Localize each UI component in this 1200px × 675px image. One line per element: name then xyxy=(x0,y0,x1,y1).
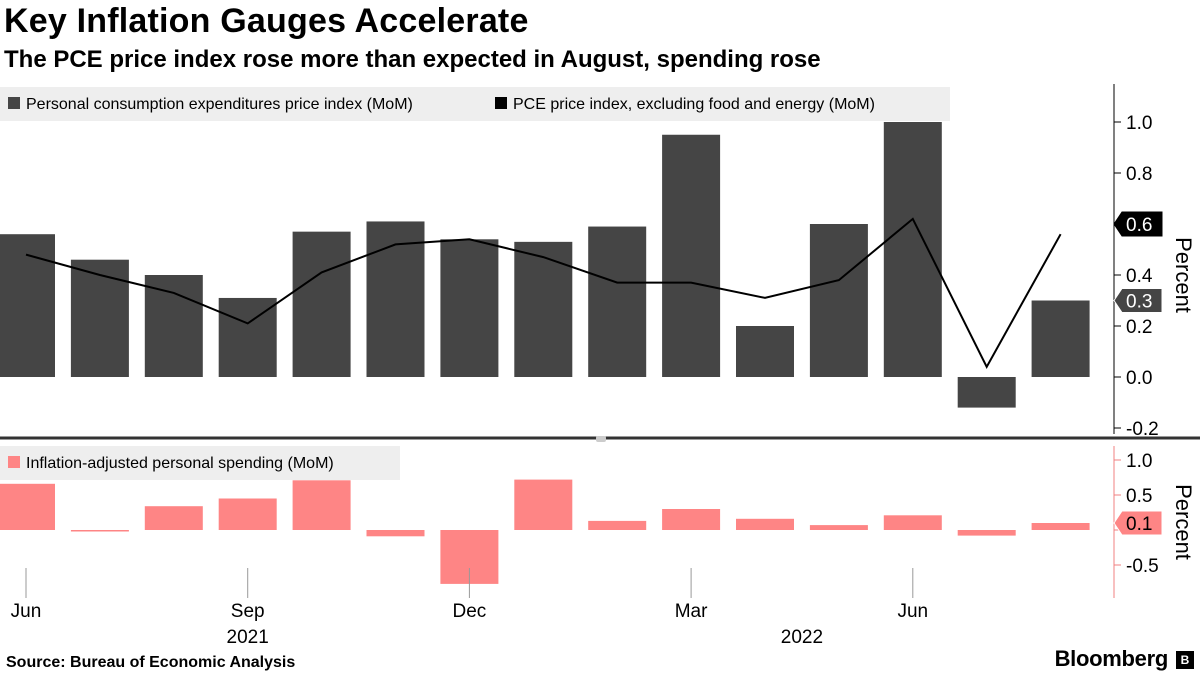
pce-bar xyxy=(366,221,425,377)
pce-bar xyxy=(292,231,351,377)
bottom-y-tick-label: -0.5 xyxy=(1126,556,1159,577)
x-year-label: 2021 xyxy=(227,627,269,648)
legend-label-core-pce: PCE price index, excluding food and ener… xyxy=(513,96,875,113)
x-tick-label: Mar xyxy=(675,601,708,622)
legend-swatch-spending xyxy=(8,456,20,468)
top-y-tick-label: 0.8 xyxy=(1126,164,1152,185)
bloomberg-logo-icon: B xyxy=(1176,651,1194,669)
x-tick-label: Jun xyxy=(897,601,928,622)
spending-bar xyxy=(588,520,647,530)
pce-bar xyxy=(883,122,942,377)
pce-bar xyxy=(957,377,1016,408)
pce-bar xyxy=(736,326,794,377)
pce-bar xyxy=(70,259,129,377)
spending-bar xyxy=(218,498,277,530)
bloomberg-logo: Bloomberg xyxy=(1054,646,1169,671)
bottom-end-label-box xyxy=(1113,510,1163,536)
top-y-tick-label: 0.0 xyxy=(1126,368,1152,389)
spending-bar xyxy=(292,480,351,530)
spending-bar xyxy=(957,530,1016,536)
top-y-tick-label: -0.2 xyxy=(1126,419,1159,440)
spending-bar xyxy=(366,530,425,537)
bottom-bars xyxy=(0,479,1090,584)
legend-swatch-pce xyxy=(8,97,20,109)
bottom-y-ticks: 1.0 0.5 -0.5 xyxy=(1114,451,1159,577)
spending-bar xyxy=(514,479,573,530)
top-end-label: 0.3 xyxy=(1126,292,1152,313)
top-end-label-box xyxy=(1113,211,1163,237)
source-note: Source: Bureau of Economic Analysis xyxy=(6,654,296,671)
x-axis: Jun Sep Dec Mar Jun 2021 2022 xyxy=(11,568,928,648)
bottom-y-tick-label: 0.5 xyxy=(1126,486,1152,507)
pce-bar xyxy=(662,134,721,377)
spending-bar xyxy=(809,525,868,530)
chart-title: Key Inflation Gauges Accelerate xyxy=(4,2,529,40)
top-y-ticks: 1.0 0.8 0.6 0.4 0.2 0.0 -0.2 xyxy=(1114,113,1159,440)
pce-bar xyxy=(144,275,203,377)
spending-bar xyxy=(70,530,129,532)
top-bars xyxy=(0,122,1090,408)
x-tick-label: Dec xyxy=(453,601,487,622)
x-tick-label: Jun xyxy=(11,601,42,622)
core-pce-line xyxy=(25,217,1062,369)
top-end-labels: 0.6 0.3 xyxy=(1113,211,1163,313)
top-y-tick-label: 1.0 xyxy=(1126,113,1152,134)
top-y-axis-label: Percent xyxy=(1171,237,1196,313)
pce-bar xyxy=(514,241,573,377)
divider-handle[interactable] xyxy=(596,436,606,442)
spending-bar xyxy=(144,506,203,530)
pce-bar xyxy=(1031,300,1090,377)
bottom-end-labels: 0.1 xyxy=(1113,510,1163,536)
spending-bar xyxy=(736,518,794,530)
bottom-legend-background xyxy=(0,446,400,480)
top-y-tick-label: 0.4 xyxy=(1126,266,1153,287)
legend-label-pce: Personal consumption expenditures price … xyxy=(26,96,413,113)
pce-bar xyxy=(0,234,55,377)
bottom-end-label: 0.1 xyxy=(1126,514,1152,535)
pce-bar xyxy=(809,224,868,377)
spending-bar xyxy=(662,509,721,530)
bottom-y-tick-label: 1.0 xyxy=(1126,451,1152,472)
pce-bar xyxy=(440,239,499,377)
x-tick-label: Sep xyxy=(231,601,265,622)
bottom-y-axis-label: Percent xyxy=(1171,484,1196,560)
legend-swatch-core-pce xyxy=(495,97,507,109)
pce-bar xyxy=(588,226,647,377)
spending-bar xyxy=(883,515,942,530)
spending-bar xyxy=(0,483,55,530)
top-end-label: 0.6 xyxy=(1126,215,1152,236)
top-legend-background xyxy=(0,87,950,121)
top-panel: Personal consumption expenditures price … xyxy=(0,84,1196,440)
chart-subtitle: The PCE price index rose more than expec… xyxy=(4,46,821,73)
top-end-label-box xyxy=(1113,288,1163,313)
top-y-tick-label: 0.2 xyxy=(1126,317,1152,338)
legend-label-spending: Inflation-adjusted personal spending (Mo… xyxy=(26,455,334,472)
spending-bar xyxy=(1031,523,1090,530)
bottom-panel: Inflation-adjusted personal spending (Mo… xyxy=(0,446,1196,598)
x-year-label: 2022 xyxy=(781,627,823,648)
